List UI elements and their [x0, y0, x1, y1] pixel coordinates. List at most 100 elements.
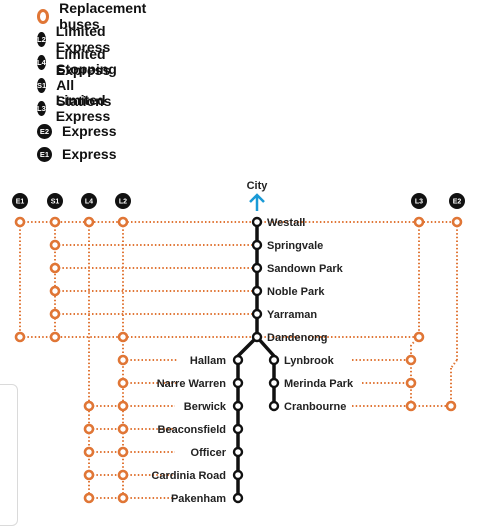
legend-item: E2 Express	[37, 121, 116, 141]
station-label: Westall	[267, 217, 305, 229]
bus-stop-marker	[14, 216, 26, 228]
legend-label: Limited Express	[55, 23, 111, 55]
bus-stop-marker	[83, 446, 95, 458]
svg-text:L3: L3	[415, 199, 423, 206]
legend-item: L3 Limited Express	[37, 92, 116, 124]
station-label: Narre Warren	[157, 378, 227, 390]
bus-stop-marker	[117, 446, 129, 458]
station-marker	[232, 469, 244, 481]
legend-item: E1 Express	[37, 144, 116, 164]
station-marker	[232, 354, 244, 366]
bus-stop-marker	[83, 400, 95, 412]
station-marker	[251, 239, 263, 251]
station-label: Officer	[191, 447, 227, 459]
station-marker	[268, 354, 280, 366]
route-badge-e2: E2	[449, 193, 465, 209]
station-marker	[268, 400, 280, 412]
bus-stop-marker	[451, 216, 463, 228]
station-marker	[251, 308, 263, 320]
bus-stop-marker	[413, 216, 425, 228]
cranbourne-rail-line	[255, 335, 276, 408]
legend-label: Limited Express	[55, 46, 111, 78]
station-marker	[251, 285, 263, 297]
route-badge-icon: E2	[37, 123, 52, 139]
bus-stop-marker	[14, 331, 26, 343]
station-label: Cardinia Road	[151, 470, 226, 482]
legend-item: Replacement buses	[37, 0, 149, 32]
station-label: Cranbourne	[284, 401, 346, 413]
station-marker	[268, 377, 280, 389]
station-label: Berwick	[184, 401, 227, 413]
station-marker	[251, 216, 263, 228]
bus-stop-marker	[117, 423, 129, 435]
bus-stop-marker	[49, 216, 61, 228]
route-badge-s1: S1	[47, 193, 63, 209]
bus-stop-marker	[49, 331, 61, 343]
legend-label: Express	[62, 146, 117, 162]
route-badge-e1: E1	[12, 193, 28, 209]
bus-stop-marker	[117, 354, 129, 366]
station-marker	[251, 262, 263, 274]
bus-route-line	[450, 359, 458, 369]
station-marker	[232, 377, 244, 389]
legend-label: Limited Express	[55, 92, 111, 124]
station-label: Noble Park	[267, 286, 325, 298]
route-badge-icon: L3	[37, 100, 46, 116]
station-label: Springvale	[267, 240, 323, 252]
legend-label: Replacement buses	[59, 0, 147, 32]
svg-text:E2: E2	[453, 199, 462, 206]
bus-stop-marker	[117, 469, 129, 481]
bus-stop-marker	[117, 377, 129, 389]
station-label: Lynbrook	[284, 355, 335, 367]
side-panel-card	[0, 384, 18, 526]
route-badge-l3: L3	[411, 193, 427, 209]
legend-label: Express	[62, 123, 117, 139]
bus-stop-marker	[117, 400, 129, 412]
bus-stop-marker	[405, 377, 417, 389]
bus-stop-marker	[405, 400, 417, 412]
bus-stop-marker	[83, 216, 95, 228]
direction-label: City	[247, 180, 269, 192]
route-badge-icon: L2	[37, 31, 46, 47]
station-marker	[232, 446, 244, 458]
station-label: Yarraman	[267, 309, 317, 321]
replacement-bus-icon	[37, 8, 50, 24]
bus-stop-marker	[49, 308, 61, 320]
svg-text:S1: S1	[51, 199, 60, 206]
bus-stop-marker	[117, 216, 129, 228]
bus-stop-marker	[83, 469, 95, 481]
bus-stop-marker	[49, 285, 61, 297]
legend-item: L2 Limited Express	[37, 23, 116, 55]
station-label: Dandenong	[267, 332, 328, 344]
legend-label: Stopping All Stations	[56, 61, 117, 109]
bus-stop-marker	[83, 492, 95, 504]
route-badge-l2: L2	[115, 193, 131, 209]
legend-item: L4 Limited Express	[37, 46, 116, 78]
bus-stop-marker	[413, 331, 425, 343]
station-label: Sandown Park	[267, 263, 344, 275]
route-badge-icon: S1	[37, 77, 47, 93]
station-marker	[232, 400, 244, 412]
legend-item: S1 Stopping All Stations	[37, 61, 123, 109]
svg-text:L4: L4	[85, 199, 93, 206]
bus-stop-marker	[405, 354, 417, 366]
bus-stop-marker	[49, 262, 61, 274]
route-map: E1 S1 L4 L2 L3 E2 City Westall Springvale Sandown…	[12, 180, 465, 505]
station-label: Hallam	[190, 355, 226, 367]
station-marker	[251, 331, 263, 343]
bus-stop-marker	[117, 331, 129, 343]
bus-stop-marker	[49, 239, 61, 251]
station-marker	[232, 492, 244, 504]
station-marker	[232, 423, 244, 435]
route-badge-icon: L4	[37, 54, 46, 70]
bus-stop-marker	[445, 400, 457, 412]
svg-text:L2: L2	[119, 199, 127, 206]
bus-stop-marker	[83, 423, 95, 435]
station-label: Merinda Park	[284, 378, 354, 390]
bus-stop-marker	[117, 492, 129, 504]
route-badge-l4: L4	[81, 193, 97, 209]
route-badge-icon: E1	[37, 146, 52, 162]
up-arrow-icon	[249, 193, 265, 211]
station-label: Pakenham	[171, 493, 226, 505]
svg-text:E1: E1	[16, 199, 25, 206]
